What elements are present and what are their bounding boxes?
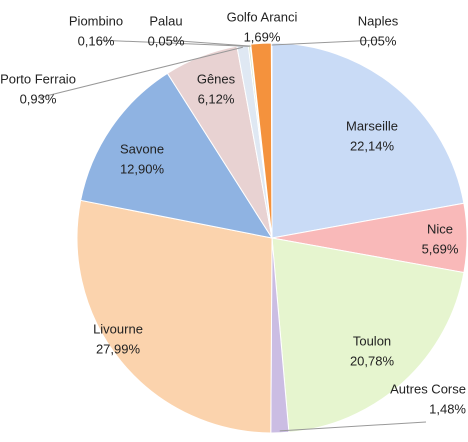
slice-label: Porto Ferraio — [0, 71, 76, 86]
slice-label: Piombino — [69, 13, 123, 28]
leader-line — [37, 46, 243, 99]
slice-value: 0,05% — [148, 33, 185, 48]
slice-value: 12,90% — [120, 161, 165, 176]
slice-value: 1,48% — [429, 401, 466, 416]
slice-label: Gênes — [197, 71, 236, 86]
slice-label: Livourne — [93, 321, 143, 336]
slice-label: Naples — [358, 13, 399, 28]
pie-slice — [80, 72, 274, 239]
slice-value: 1,69% — [244, 29, 281, 44]
leader-line — [165, 39, 251, 47]
slice-label: Savone — [120, 141, 164, 156]
slice-label: Nice — [427, 221, 453, 236]
slice-value: 5,69% — [422, 241, 459, 256]
slice-value: 0,05% — [360, 33, 397, 48]
slice-value: 0,93% — [20, 91, 57, 106]
slice-value: 0,16% — [78, 33, 115, 48]
leader-line — [95, 39, 250, 47]
slice-value: 20,78% — [350, 353, 395, 368]
slice-value: 27,99% — [96, 341, 141, 356]
slice-label: Marseille — [346, 118, 398, 133]
pie-slice — [271, 237, 465, 433]
slice-value: 6,12% — [198, 91, 235, 106]
pie-slice — [76, 199, 273, 434]
slice-label: Toulon — [353, 333, 391, 348]
pie-slice — [270, 42, 273, 239]
slice-value: 22,14% — [350, 138, 395, 153]
pie-slice — [271, 42, 465, 239]
slice-label: Golfo Aranci — [227, 9, 298, 24]
leader-line — [271, 39, 379, 46]
slice-label: Palau — [149, 13, 182, 28]
leader-line — [279, 421, 427, 432]
slice-label: Autres Corse — [390, 381, 466, 396]
